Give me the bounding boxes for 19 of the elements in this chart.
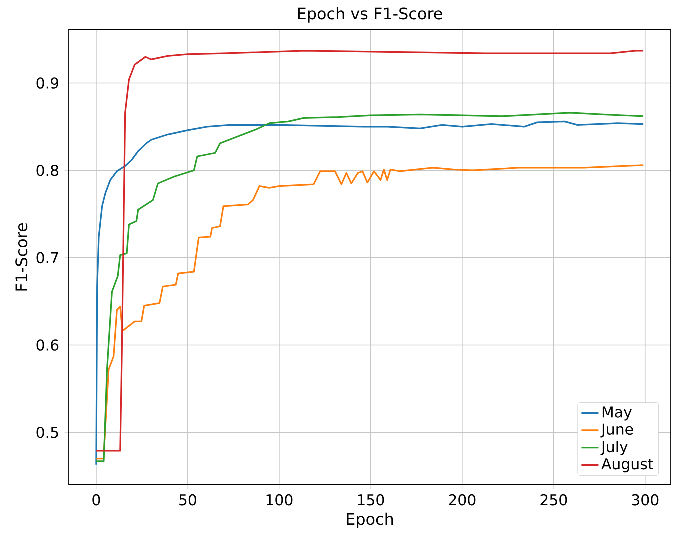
x-tick-label: 300 <box>632 494 659 506</box>
x-tick-label: 150 <box>358 494 384 506</box>
y-axis-title: F1-Score <box>16 223 28 291</box>
y-tick-label: 0.8 <box>36 164 59 176</box>
chart-title: Epoch vs F1-Score <box>298 7 442 23</box>
legend-label: May <box>602 406 632 421</box>
x-axis-title: Epoch <box>347 512 394 528</box>
legend-label: August <box>602 458 654 473</box>
x-tick-label: 200 <box>449 494 476 506</box>
y-tick-label: 0.7 <box>36 252 58 264</box>
x-tick-label: 50 <box>180 494 196 506</box>
y-tick-label: 0.6 <box>36 340 59 351</box>
legend-label: July <box>600 441 628 456</box>
y-tick-label: 0.5 <box>36 426 58 438</box>
x-tick-label: 250 <box>540 494 568 506</box>
x-tick-label: 100 <box>266 494 293 506</box>
x-tick-label: 0 <box>92 494 100 506</box>
legend-label: June <box>600 424 634 438</box>
y-tick-label: 0.9 <box>36 78 59 89</box>
